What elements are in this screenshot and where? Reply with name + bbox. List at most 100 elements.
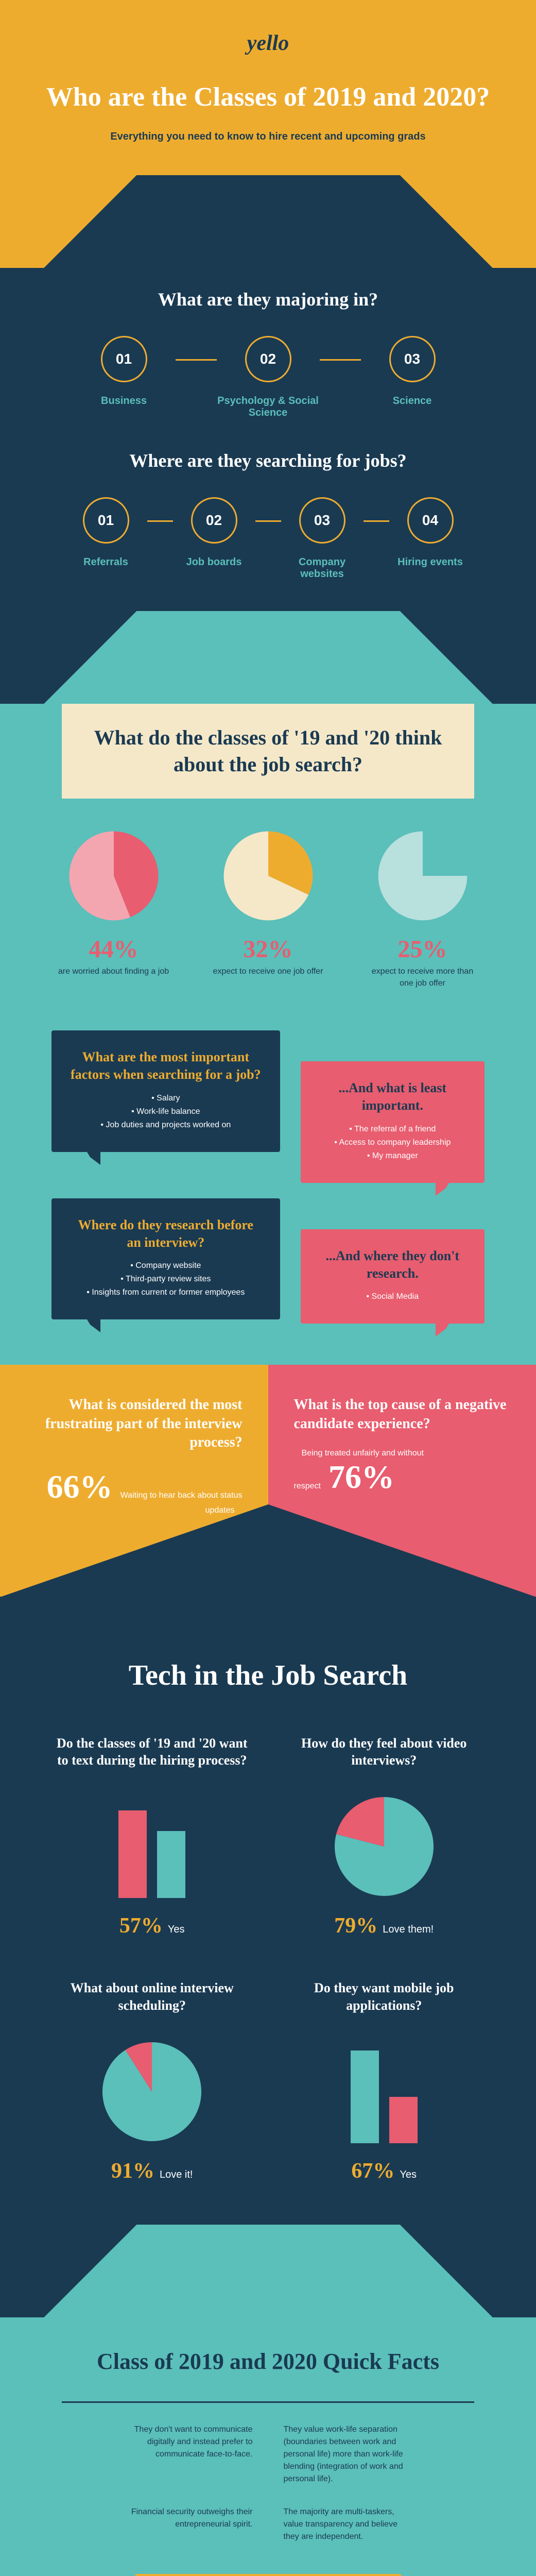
pie-percent: 25% [366, 935, 479, 963]
tech-label: Yes [400, 2169, 417, 2180]
facts-grid: They don't want to communicate digitally… [62, 2401, 474, 2574]
tech-label: Love them! [383, 1924, 434, 1935]
bubble-row: What are the most important factors when… [51, 1030, 485, 1183]
quickfacts-section: Class of 2019 and 2020 Quick Facts They … [0, 2317, 536, 2576]
fact-item: The majority are multi-taskers, value tr… [284, 2506, 413, 2543]
tech-chart [51, 2035, 253, 2148]
major-label: Science [393, 395, 432, 407]
pie-text: are worried about finding a job [57, 966, 170, 977]
tech-question: What about online interview scheduling? [51, 1979, 253, 2014]
bar [118, 1810, 147, 1898]
pie-chart [100, 2040, 203, 2143]
bubbles-area: What are the most important factors when… [0, 1010, 536, 1365]
majors-section: What are they majoring in? 01 Business 0… [0, 268, 536, 704]
bubble-research: Where do they research before an intervi… [51, 1198, 280, 1320]
bubble-important-factors: What are the most important factors when… [51, 1030, 280, 1152]
header-section: yello Who are the Classes of 2019 and 20… [0, 0, 536, 268]
search-label: Referrals [83, 556, 128, 568]
tech-chart [284, 2035, 485, 2148]
connector-line [255, 520, 281, 522]
bubble-item: Third-party review sites [70, 1275, 262, 1284]
searching-heading: Where are they searching for jobs? [0, 450, 536, 471]
search-label: Hiring events [397, 556, 463, 568]
bubble-item: My manager [319, 1151, 466, 1161]
bubble-title: ...And where they don't research. [319, 1247, 466, 1282]
major-number: 01 [101, 336, 147, 382]
pie-chart [67, 829, 160, 922]
pie-chart [222, 829, 315, 922]
bubble-list: The referral of a friend Access to compa… [319, 1125, 466, 1161]
search-item: 02 Job boards [173, 497, 255, 580]
connector-line [364, 520, 389, 522]
pie-text: expect to receive one job offer [212, 966, 325, 977]
tech-section: Tech in the Job Search Do the classes of… [0, 1597, 536, 2317]
tech-stat: 91%Love it! [51, 2159, 253, 2183]
split-stat: 66%Waiting to hear back about status upd… [26, 1468, 243, 1515]
bubble-item: Social Media [319, 1292, 466, 1301]
search-item: 01 Referrals [65, 497, 147, 580]
bubble-least-important: ...And what is least important. The refe… [301, 1061, 485, 1183]
split-stat: Being treated unfairly and without respe… [294, 1449, 511, 1496]
split-section: What is considered the most frustrating … [0, 1365, 536, 1597]
search-item: 03 Company websites [281, 497, 364, 580]
tech-chart [284, 1790, 485, 1903]
logo: yello [0, 31, 536, 56]
tech-question: Do the classes of '19 and '20 want to te… [51, 1735, 253, 1770]
bubble-title: Where do they research before an intervi… [70, 1216, 262, 1251]
bubble-item: Company website [70, 1261, 262, 1270]
thoughts-section: What do the classes of '19 and '20 think… [0, 704, 536, 1597]
bubble-item: The referral of a friend [319, 1125, 466, 1134]
bubble-item: Insights from current or former employee… [70, 1288, 262, 1297]
major-item: 01 Business [73, 336, 176, 419]
tech-item: What about online interview scheduling? … [51, 1979, 253, 2183]
chevron-divider [0, 611, 536, 704]
split-heading: What is the top cause of a negative cand… [294, 1396, 511, 1433]
connector-line [320, 359, 361, 361]
bubble-list: Salary Work-life balance Job duties and … [70, 1094, 262, 1130]
split-heading: What is considered the most frustrating … [26, 1396, 243, 1452]
pie-percent: 44% [57, 935, 170, 963]
search-number: 03 [299, 497, 345, 544]
tech-label: Yes [168, 1924, 185, 1935]
tech-label: Love it! [160, 2169, 193, 2180]
search-label: Company websites [281, 556, 364, 580]
pie-percent: 32% [212, 935, 325, 963]
pie-item: 32% expect to receive one job offer [212, 829, 325, 989]
quickfacts-title: Class of 2019 and 2020 Quick Facts [0, 2348, 536, 2376]
major-number: 02 [245, 336, 291, 382]
bar [157, 1831, 185, 1898]
bubble-title: What are the most important factors when… [70, 1048, 262, 1083]
tech-grid: Do the classes of '19 and '20 want to te… [0, 1735, 536, 2225]
tech-item: Do the classes of '19 and '20 want to te… [51, 1735, 253, 1939]
tech-question: How do they feel about video interviews? [284, 1735, 485, 1770]
tech-item: How do they feel about video interviews?… [284, 1735, 485, 1939]
frustrating-part: What is considered the most frustrating … [0, 1365, 268, 1597]
fact-item: Financial security outweighs their entre… [124, 2506, 253, 2543]
tech-title: Tech in the Job Search [0, 1658, 536, 1693]
chevron-divider [0, 175, 536, 268]
chevron-divider [0, 2574, 536, 2576]
connector-line [147, 520, 173, 522]
bubble-item: Access to company leadership [319, 1138, 466, 1147]
bubble-no-research: ...And where they don't research. Social… [301, 1229, 485, 1324]
fact-item: They value work-life separation (boundar… [284, 2424, 413, 2485]
bar [389, 2097, 418, 2143]
search-item: 04 Hiring events [389, 497, 472, 580]
fact-item: They don't want to communicate digitally… [124, 2424, 253, 2485]
pie-item: 44% are worried about finding a job [57, 829, 170, 989]
searching-row: 01 Referrals 02 Job boards 03 Company we… [0, 497, 536, 580]
bar-chart [351, 2040, 418, 2143]
bubble-list: Social Media [319, 1292, 466, 1301]
tech-question: Do they want mobile job applications? [284, 1979, 485, 2014]
split-desc: Waiting to hear back about status update… [120, 1491, 243, 1515]
majors-heading: What are they majoring in? [0, 289, 536, 310]
bubble-item: Salary [70, 1094, 262, 1103]
tech-stat: 79%Love them! [284, 1913, 485, 1938]
bubble-row: Where do they research before an intervi… [51, 1198, 485, 1324]
pie-chart [333, 1795, 436, 1898]
bubble-item: Job duties and projects worked on [70, 1121, 262, 1130]
bubble-list: Company website Third-party review sites… [70, 1261, 262, 1297]
tech-stat: 67%Yes [284, 2159, 485, 2183]
search-number: 01 [83, 497, 129, 544]
negative-experience: What is the top cause of a negative cand… [268, 1365, 536, 1597]
